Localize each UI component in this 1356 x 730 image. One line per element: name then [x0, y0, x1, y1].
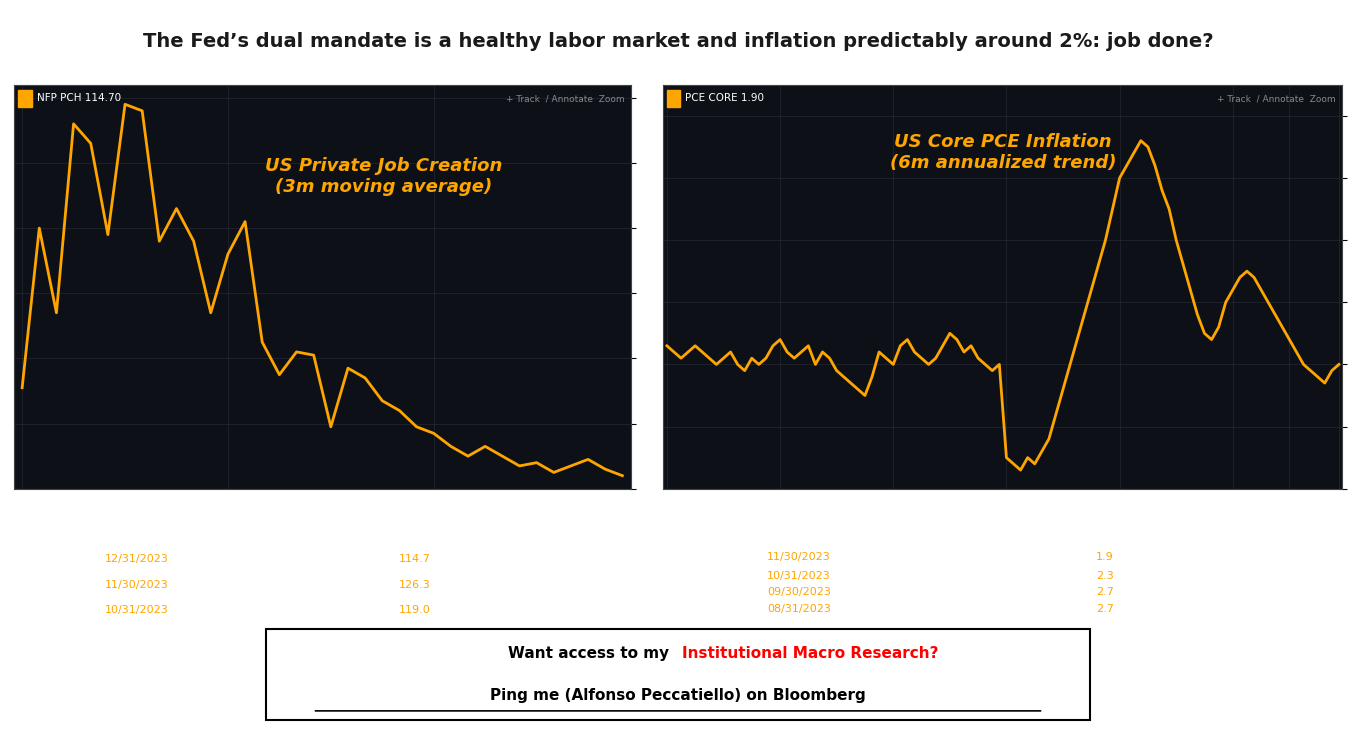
Text: US Private Job Creation
(3m moving average): US Private Job Creation (3m moving avera…: [266, 158, 503, 196]
Text: 10/31/2023: 10/31/2023: [767, 571, 831, 581]
Text: + Track  / Annotate  Zoom: + Track / Annotate Zoom: [1218, 95, 1336, 104]
Text: NFP PCH: NFP PCH: [388, 502, 442, 511]
Text: Date: Date: [784, 502, 814, 511]
Text: 2.7: 2.7: [1096, 604, 1113, 614]
Text: 11/30/2023: 11/30/2023: [106, 580, 170, 590]
Text: 114.7: 114.7: [399, 554, 431, 564]
Text: 126.3: 126.3: [399, 580, 431, 590]
Text: Want access to my: Want access to my: [507, 646, 674, 661]
Text: 1.9: 1.9: [1096, 552, 1113, 562]
Text: <Net Monthly Change SA> MOVAVG: <Net Monthly Change SA> MOVAVG: [271, 529, 435, 538]
Text: Ping me (Alfonso Peccatiello) on Bloomberg: Ping me (Alfonso Peccatiello) on Bloombe…: [490, 688, 866, 703]
FancyBboxPatch shape: [266, 629, 1090, 720]
Bar: [667, 90, 679, 107]
Text: 2.7: 2.7: [1096, 587, 1113, 597]
Text: PCE CORE 1.90: PCE CORE 1.90: [685, 93, 763, 103]
Text: 08/31/2023: 08/31/2023: [767, 604, 831, 614]
Text: 09/30/2023: 09/30/2023: [767, 587, 831, 597]
Text: Institutional Macro Research?: Institutional Macro Research?: [682, 646, 938, 661]
Text: Date: Date: [122, 502, 152, 511]
Text: The Fed’s dual mandate is a healthy labor market and inflation predictably aroun: The Fed’s dual mandate is a healthy labo…: [142, 32, 1214, 51]
Text: <Index SA> PoP%AR: <Index SA> PoP%AR: [1058, 529, 1153, 538]
Text: PCE CORE: PCE CORE: [1074, 502, 1135, 511]
Text: 2.3: 2.3: [1096, 571, 1113, 581]
Text: US Core PCE Inflation
(6m annualized trend): US Core PCE Inflation (6m annualized tre…: [890, 134, 1116, 172]
Text: NFP PCH 114.70: NFP PCH 114.70: [37, 93, 121, 103]
Text: 10/31/2023: 10/31/2023: [106, 605, 170, 615]
Text: 11/30/2023: 11/30/2023: [767, 552, 831, 562]
Text: 119.0: 119.0: [399, 605, 431, 615]
Text: 12/31/2023: 12/31/2023: [106, 554, 170, 564]
Text: + Track  / Annotate  Zoom: + Track / Annotate Zoom: [506, 95, 625, 104]
Bar: [19, 90, 33, 107]
